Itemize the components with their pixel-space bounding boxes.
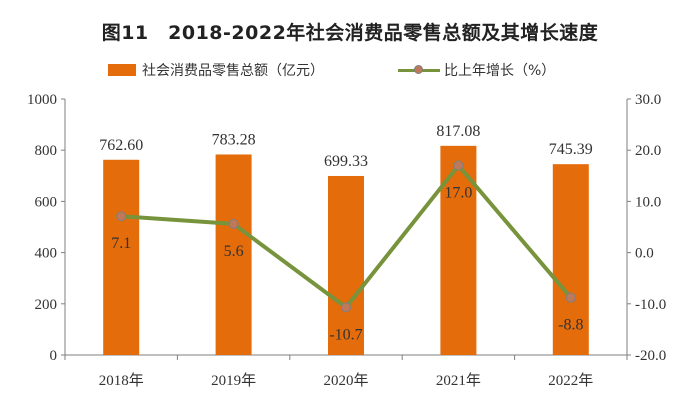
x-tick-label: 2018年 — [99, 372, 144, 389]
growth-line — [116, 160, 576, 313]
legend-item-bar: 社会消费品零售总额（亿元） — [108, 60, 324, 80]
bar — [328, 175, 364, 355]
x-tick-label: 2019年 — [211, 372, 256, 389]
y-right-tick-label: -20.0 — [635, 348, 666, 364]
y-left-tick-label: 0 — [50, 348, 58, 364]
bar — [552, 164, 589, 355]
bar — [440, 145, 477, 355]
x-tick-label: 2020年 — [323, 372, 368, 389]
legend-item-line: 比上年增长（%） — [398, 60, 555, 80]
growth-point — [453, 160, 464, 171]
growth-value-label: 7.1 — [111, 235, 131, 252]
bar-value-label: 699.33 — [324, 153, 368, 170]
bars — [103, 145, 589, 355]
bar-value-label: 817.08 — [436, 123, 480, 140]
bar — [215, 154, 252, 355]
y-right-tick-label: -10.0 — [635, 297, 666, 313]
growth-point — [116, 211, 127, 222]
legend-line-swatch — [398, 64, 440, 76]
growth-point — [565, 292, 576, 303]
y-left-tick-label: 200 — [35, 297, 58, 313]
bar — [103, 159, 140, 355]
y-left-tick-label: 600 — [35, 194, 58, 210]
bar-value-label: 762.60 — [99, 137, 143, 154]
data-labels: 762.60 783.28 699.33 817.08 745.39 7.1 5.6 -10.… — [99, 123, 593, 344]
y-right-tick-label: 20.0 — [635, 143, 661, 159]
growth-point — [341, 302, 351, 313]
legend: 社会消费品零售总额（亿元） 比上年增长（%） — [0, 60, 700, 82]
y-left-tick-label: 800 — [35, 143, 58, 159]
y-right-tick-label: 0.0 — [635, 246, 654, 262]
x-tick-label: 2022年 — [548, 372, 593, 389]
x-tick-label: 2021年 — [436, 372, 481, 389]
growth-value-label: -10.7 — [329, 326, 362, 343]
legend-bar-label: 社会消费品零售总额（亿元） — [142, 63, 324, 79]
legend-line-label: 比上年增长（%） — [444, 63, 556, 79]
bar-value-label: 783.28 — [212, 131, 256, 148]
growth-value-label: 5.6 — [224, 243, 244, 260]
y-left-tick-label: 400 — [35, 246, 58, 262]
growth-value-label: 17.0 — [444, 185, 472, 202]
growth-point — [228, 218, 239, 229]
y-right-tick-label: 30.0 — [635, 92, 661, 108]
y-left-tick-label: 1000 — [27, 92, 57, 108]
chart-title: 图11 2018-2022年社会消费品零售总额及其增长速度 — [101, 22, 599, 44]
y-right-tick-label: 10.0 — [635, 194, 661, 210]
bar-value-label: 745.39 — [549, 141, 593, 158]
legend-bar-swatch — [108, 64, 136, 76]
growth-value-label: -8.8 — [558, 317, 583, 334]
